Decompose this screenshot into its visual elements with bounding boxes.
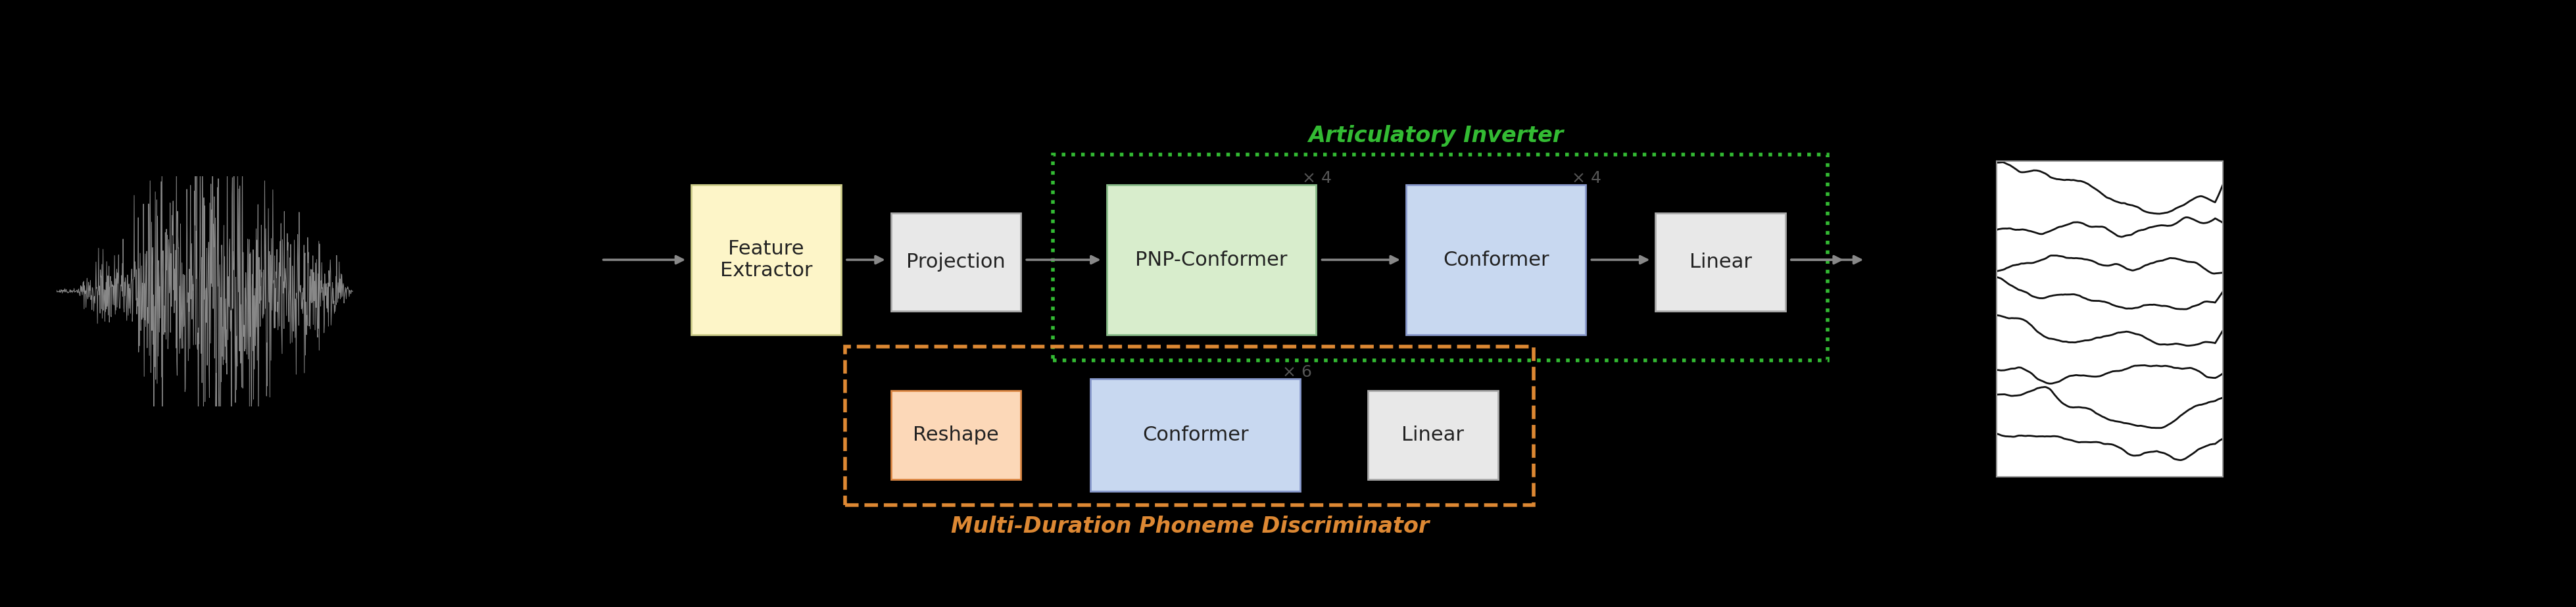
FancyBboxPatch shape [1108,185,1316,334]
Text: Conformer: Conformer [1141,426,1249,444]
Text: Reshape: Reshape [912,426,999,444]
FancyBboxPatch shape [891,391,1020,480]
Text: Feature
Extractor: Feature Extractor [721,239,811,280]
FancyBboxPatch shape [1368,391,1497,480]
FancyBboxPatch shape [891,213,1020,311]
Text: PNP-Conformer: PNP-Conformer [1136,250,1288,270]
Text: Multi-Duration Phoneme Discriminator: Multi-Duration Phoneme Discriminator [951,515,1430,537]
Text: Articulatory Inverter: Articulatory Inverter [1309,125,1564,147]
Text: Projection: Projection [907,253,1005,272]
Text: × 4: × 4 [1571,170,1602,186]
Text: Linear: Linear [1401,426,1463,444]
Text: Conformer: Conformer [1443,250,1548,270]
Text: × 6: × 6 [1283,364,1311,380]
FancyBboxPatch shape [1406,185,1587,334]
Text: Linear: Linear [1690,253,1752,272]
FancyBboxPatch shape [1090,379,1301,491]
FancyBboxPatch shape [1656,213,1785,311]
FancyBboxPatch shape [690,185,842,334]
Text: × 4: × 4 [1303,170,1332,186]
